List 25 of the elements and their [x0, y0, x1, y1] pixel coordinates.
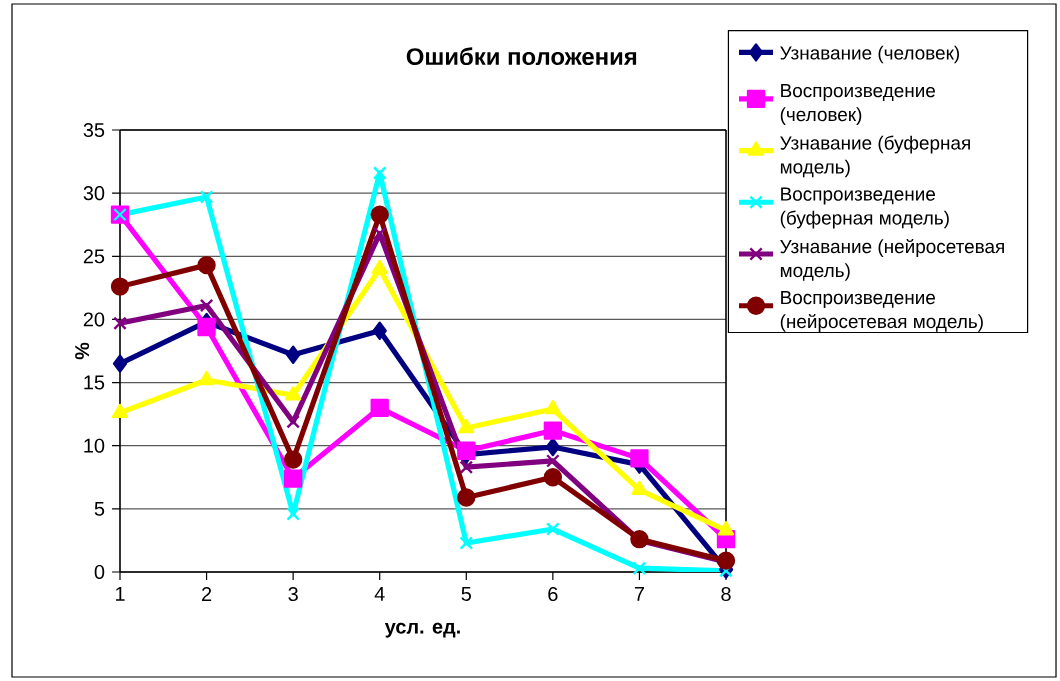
x-axis-title: усл. ед.: [384, 622, 460, 638]
x-tick-label: 6: [548, 587, 558, 602]
y-tick-label: 20: [83, 312, 105, 327]
x-tick-label: 1: [115, 587, 125, 601]
y-tick-label: 15: [84, 375, 105, 390]
legend-label: Воспроизведение (буферная модель): [780, 187, 949, 229]
chart-title: Ошибки положения: [406, 47, 637, 66]
y-axis-title: %: [75, 342, 90, 360]
legend-label: Узнавание (человек): [780, 45, 960, 64]
legend-label: Воспроизведение (человек): [780, 84, 936, 125]
x-tick-label: 5: [461, 587, 471, 601]
y-tick-label: 5: [94, 501, 105, 516]
legend-label: Узнавание (нейросетевая модель): [780, 238, 1004, 281]
x-tick-label: 4: [374, 587, 385, 601]
y-tick-label: 25: [83, 249, 105, 264]
legend-label: Воспроизведение (нейросетевая модель): [780, 291, 983, 332]
y-tick-label: 0: [94, 564, 105, 580]
x-tick-label: 3: [288, 587, 298, 602]
x-tick-label: 8: [721, 587, 731, 602]
y-tick-label: 10: [84, 438, 105, 453]
y-tick-label: 35: [83, 122, 105, 138]
x-tick-label: 2: [202, 587, 212, 601]
legend-label: Узнавание (буферная модель): [780, 135, 970, 178]
x-tick-label: 7: [634, 587, 644, 601]
y-tick-label: 30: [83, 186, 105, 201]
